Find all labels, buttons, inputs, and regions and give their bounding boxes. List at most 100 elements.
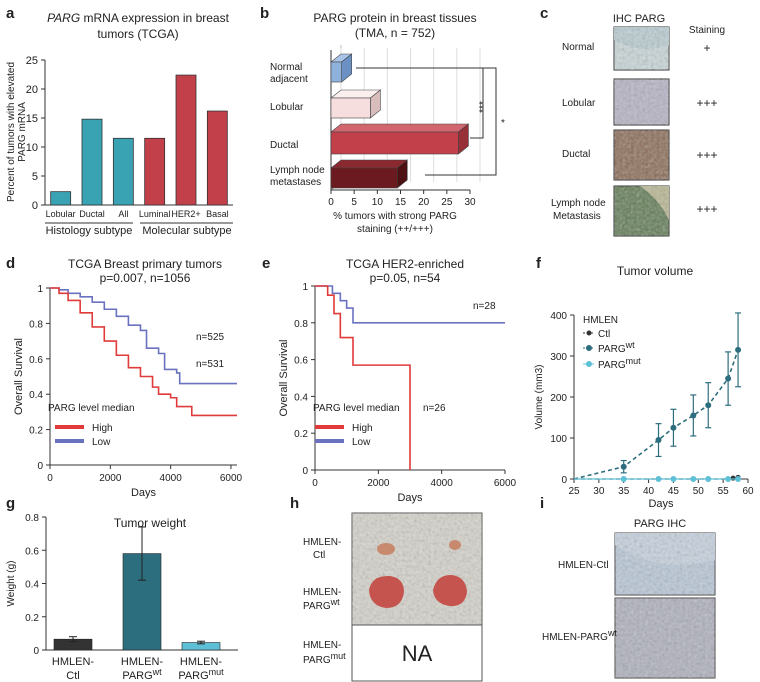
g-x-tick-label-line2: PARGmut [178, 667, 224, 682]
e-x-tick-label: 0 [312, 478, 318, 489]
panel-e-legend-high: High [352, 423, 373, 434]
a-bar [81, 118, 103, 206]
tumor-wt-1 [369, 575, 404, 608]
a-y-tick-label: 25 [26, 55, 38, 67]
b-x-tick-label: 5 [351, 197, 357, 208]
e-y-tick-label: 0.8 [294, 319, 308, 330]
d-x-tick-label: 2000 [99, 473, 122, 484]
f-x-tick-label: 50 [693, 486, 705, 497]
panel-a-ylabel-2: PARG mRNA [17, 102, 28, 162]
panel-f-legend-ctl: Ctl [598, 329, 610, 340]
a-x-tick-label: Luminal [139, 209, 171, 219]
i-row2-label: HMLEN-PARGwt [542, 628, 617, 643]
a-x-tick-label: Ductal [79, 209, 105, 219]
f-point-pargmut [670, 476, 677, 482]
panel-b-plot: 0 5 10 15 20 25 30 [328, 45, 481, 208]
f-x-tick-label: 25 [568, 486, 580, 497]
panel-letter-g: g [6, 495, 15, 512]
d-y-tick-label: 0.6 [29, 355, 43, 366]
panel-i: PARG IHC HMLEN-Ctl HMLEN-PARGwt [542, 518, 716, 679]
d-km-high [50, 287, 237, 417]
a-y-tick-label: 0 [32, 200, 38, 212]
panel-f-legend-title: HMLEN [583, 315, 618, 326]
panel-a-plot: 0 5 10 15 20 25 Lobular Ductal All Luminal HER2+ Ba… [26, 55, 233, 219]
tumor-wt-2 [433, 574, 467, 607]
panel-e-legend-low: Low [352, 437, 371, 448]
panel-a: PARG mRNA expression in breast tumors (T… [6, 11, 233, 237]
h-row3-line1: HMLEN- [303, 640, 341, 651]
panel-letter-h: h [290, 495, 299, 512]
panel-d-legend-high: High [92, 423, 113, 434]
i-row1-label: HMLEN-Ctl [558, 560, 609, 571]
e-y-tick-label: 1 [302, 282, 308, 293]
b-x-tick-label: 10 [372, 197, 384, 208]
panel-f-plot: 0 100 200 300 400 25 30 35 40 45 50 55 60 Days Volume … [534, 311, 754, 510]
e-ylabel: Overall Survival [278, 339, 290, 416]
b-row-label-ductal: Ductal [270, 140, 298, 151]
b-x-tick-label: 0 [328, 197, 334, 208]
panel-e: TCGA HER2-enriched p=0.05, n=54 00.20.40… [278, 257, 517, 504]
d-y-tick-label: 0.8 [29, 319, 43, 330]
panel-g-title: Tumor weight [114, 516, 187, 530]
na-label: NA [402, 641, 433, 666]
panel-a-title-line1: PARG mRNA expression in breast [47, 11, 230, 25]
f-x-tick-label: 55 [718, 486, 730, 497]
b-bar [330, 61, 342, 83]
d-x-tick-label: 0 [47, 473, 53, 484]
ihc-header: IHC PARG [613, 13, 665, 25]
panel-letter-i: i [540, 495, 544, 512]
h-row1-line2: Ctl [313, 550, 325, 561]
ihc-image-ductal [613, 129, 670, 181]
panel-f-title: Tumor volume [617, 264, 694, 278]
panel-d-subtitle: p=0.007, n=1056 [100, 271, 191, 285]
h-row3-line2: PARGmut [303, 651, 346, 666]
sig-label-1: *** [478, 101, 489, 113]
e-x-tick-label: 4000 [431, 478, 454, 489]
d-y-tick-label: 0.2 [29, 426, 43, 437]
d-x-tick-label: 4000 [160, 473, 183, 484]
b-bar [330, 131, 459, 155]
f-line-pargwt [573, 349, 739, 480]
ihc-image-lobular [613, 78, 670, 126]
f-point-pargwt [690, 412, 697, 419]
f-point-pargwt [655, 437, 662, 444]
panel-e-plot: 0 0.2 0.4 0.6 0.8 1 0 2000 4000 6000 Days Overall S… [278, 282, 517, 504]
panel-d-n-high: n=531 [196, 359, 225, 370]
b-x-tick-label: 30 [464, 197, 476, 208]
c-score-normal: + [703, 41, 710, 55]
panel-d: TCGA Breast primary tumors p=0.007, n=10… [13, 257, 243, 499]
panel-f-legend-wt-marker [586, 345, 592, 351]
d-km-low [50, 287, 237, 385]
panel-e-legend-title: PARG level median [313, 403, 400, 414]
sig-label-2: * [501, 118, 505, 129]
g-y-tick-label: 0.8 [25, 513, 39, 524]
c-row-label-lymph-1: Lymph node [551, 198, 606, 209]
b-row-label-lymph-2: metastases [270, 177, 321, 188]
h-row2-line2: PARGwt [303, 597, 340, 612]
f-ylabel: Volume (mm3) [534, 364, 545, 429]
molecular-group-label: Molecular subtype [142, 225, 231, 237]
ihc-image-lymph [613, 185, 670, 237]
g-x-tick-label-line2: PARGwt [122, 667, 162, 682]
f-point-pargwt [620, 463, 627, 470]
panel-letter-b: b [260, 5, 269, 22]
panel-d-legend-title: PARG level median [48, 403, 135, 414]
a-bar [144, 137, 166, 206]
f-point-pargwt [725, 375, 732, 382]
b-row-label-normal-1: Normal [270, 62, 302, 73]
panel-b-subtitle: (TMA, n = 752) [355, 26, 435, 40]
b-bar-top [330, 123, 470, 133]
panel-letter-f: f [536, 255, 542, 272]
c-row-label-normal: Normal [562, 42, 594, 53]
panel-a-ylabel-1: Percent of tumors with elevated [6, 62, 17, 202]
f-point-pargmut [690, 476, 697, 482]
panel-letter-e: e [262, 255, 270, 272]
f-y-tick-label: 300 [550, 352, 567, 363]
f-y-tick-label: 200 [550, 393, 567, 404]
c-row-label-ductal: Ductal [562, 149, 590, 160]
e-y-tick-label: 0.4 [294, 392, 308, 403]
a-x-tick-label: Lobular [46, 209, 76, 219]
panel-d-plot: 0 0.2 0.4 0.6 0.8 1 0 2000 4000 6000 Days Overall S… [13, 284, 243, 499]
